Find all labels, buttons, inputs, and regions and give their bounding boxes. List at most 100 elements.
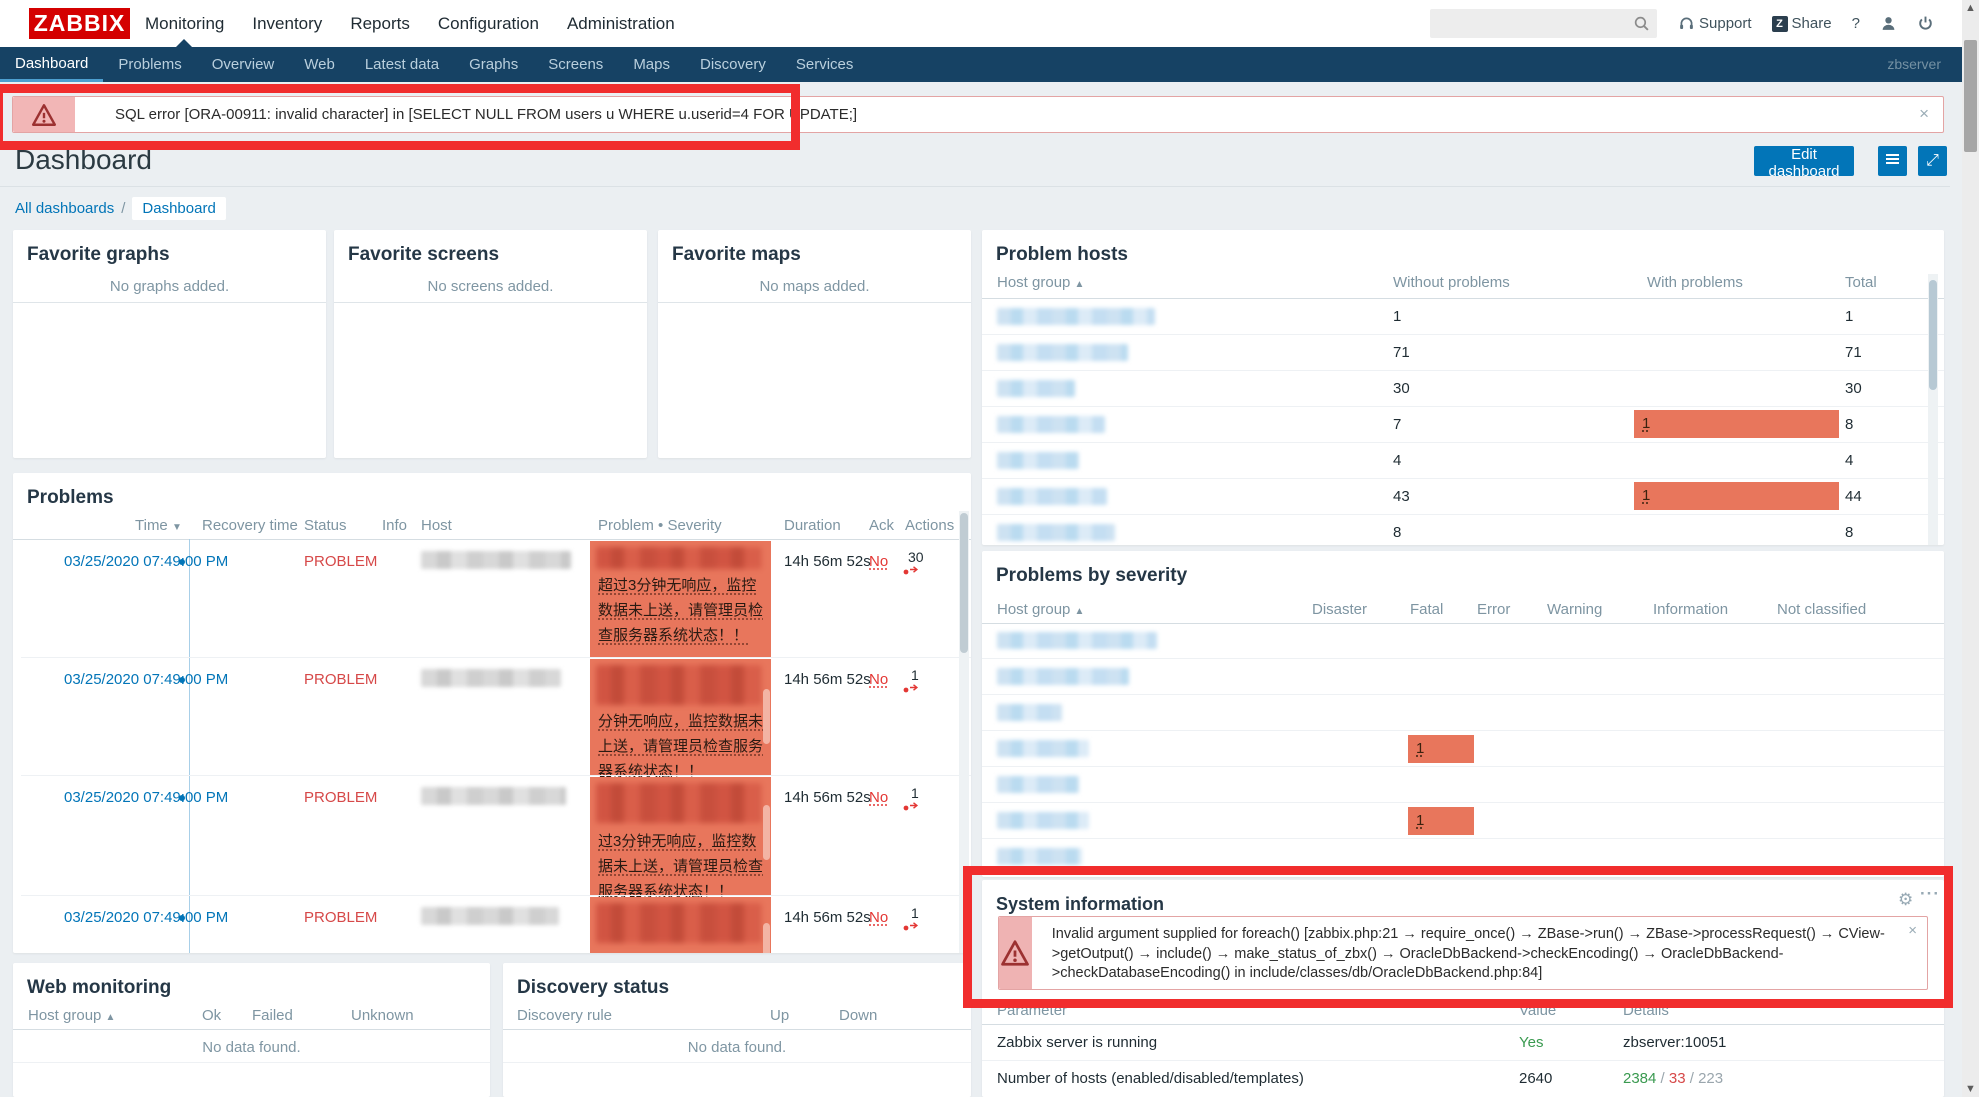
problem-message[interactable]: 分钟无响应，监控数据未上送，请管理员检查服务器系统状态！！: [598, 713, 764, 780]
col-host-group[interactable]: Host group ▲: [997, 274, 1085, 291]
subnav-latest-data[interactable]: Latest data: [364, 56, 440, 73]
problem-status[interactable]: PROBLEM: [304, 671, 378, 688]
subnav-maps[interactable]: Maps: [633, 56, 670, 73]
col-total: Total: [1845, 274, 1877, 291]
subnav-overview[interactable]: Overview: [211, 56, 275, 73]
sql-error-banner: SQL error [ORA-00911: invalid character]…: [12, 96, 1944, 133]
subnav-screens[interactable]: Screens: [548, 56, 604, 73]
fatal-count[interactable]: 1: [1416, 740, 1425, 757]
subnav-dashboard[interactable]: Dashboard: [0, 47, 104, 82]
actions-count[interactable]: 1: [911, 667, 919, 683]
parameter-details: zbserver:10051: [1623, 1034, 1727, 1051]
action-arrow-icon: [903, 922, 919, 931]
subnav-services[interactable]: Services: [795, 56, 854, 73]
problem-message[interactable]: 超过3分钟无响应，监控数据未上送，请管理员检查服务器系统状态！！: [598, 577, 764, 644]
redacted-host: [421, 787, 566, 805]
top-utility-icons: Support Z Share ?: [1678, 0, 1934, 47]
panel-title: Problems: [27, 487, 114, 508]
with-problems-bar: 1: [1634, 482, 1839, 510]
problem-message[interactable]: 过3分钟无响应，监控数据未上送，请管理员检查服务器系统状态！！: [598, 833, 764, 900]
ack-link[interactable]: No: [869, 909, 889, 926]
col-without-problems: Without problems: [1393, 274, 1510, 291]
nav-reports[interactable]: Reports: [350, 13, 410, 33]
without-count: 4: [1393, 452, 1402, 469]
share-link[interactable]: Z Share: [1771, 15, 1832, 32]
action-arrow-icon: [903, 802, 919, 811]
redacted-host-group: [997, 488, 1107, 505]
logout-button[interactable]: [1917, 15, 1934, 32]
total-count: 1: [1845, 308, 1854, 325]
fatal-count[interactable]: 1: [1416, 812, 1425, 829]
ack-link[interactable]: No: [869, 553, 889, 570]
subnav-web[interactable]: Web: [304, 56, 335, 73]
ack-link[interactable]: No: [869, 789, 889, 806]
scrollbar-thumb[interactable]: [960, 513, 968, 653]
scrollbar-thumb[interactable]: [1964, 40, 1977, 152]
total-count: 71: [1845, 344, 1862, 361]
panel-title: Web monitoring: [27, 977, 172, 998]
scrollbar-thumb[interactable]: [1929, 280, 1937, 390]
gear-icon[interactable]: ⚙: [1898, 890, 1914, 910]
profile-button[interactable]: [1880, 15, 1897, 32]
nav-configuration[interactable]: Configuration: [437, 13, 539, 33]
with-problems-count[interactable]: 1: [1642, 415, 1651, 432]
cell-scrollbar-thumb[interactable]: [763, 923, 770, 953]
problem-status[interactable]: PROBLEM: [304, 909, 378, 926]
cell-scrollbar-thumb[interactable]: [763, 689, 770, 744]
discovery-status-panel: Discovery status Discovery rule Up Down …: [503, 963, 971, 1097]
problem-time-link[interactable]: 03/25/2020 07:49:00 PM: [64, 671, 229, 688]
problem-status[interactable]: PROBLEM: [304, 553, 378, 570]
sql-error-message: SQL error [ORA-00911: invalid character]…: [115, 106, 858, 123]
zabbix-logo[interactable]: ZABBIX: [29, 8, 130, 39]
col-host-group[interactable]: Host group ▲: [997, 601, 1085, 618]
favorite-screens-panel: Favorite screens No screens added.: [334, 230, 647, 458]
problem-time-link[interactable]: 03/25/2020 07:49:00 PM: [64, 909, 229, 926]
actions-count[interactable]: 1: [911, 785, 919, 801]
help-button[interactable]: ?: [1851, 15, 1860, 32]
close-icon[interactable]: ×: [1919, 104, 1929, 123]
scroll-down-icon[interactable]: ▼: [1965, 1083, 1976, 1095]
cell-scrollbar-thumb[interactable]: [763, 805, 770, 860]
problem-status[interactable]: PROBLEM: [304, 789, 378, 806]
breadcrumb-current[interactable]: Dashboard: [132, 197, 226, 220]
search-input[interactable]: [1430, 9, 1657, 38]
redacted-host-group: [997, 524, 1115, 541]
redacted-problem-name: [596, 547, 761, 569]
actions-count[interactable]: 30: [908, 549, 924, 565]
breadcrumb: All dashboards / Dashboard: [15, 197, 226, 220]
breadcrumb-all-dashboards[interactable]: All dashboards: [15, 200, 115, 217]
share-label: Share: [1791, 15, 1832, 32]
dashboard-menu-button[interactable]: [1878, 146, 1907, 176]
col-fatal: Fatal: [1410, 601, 1444, 618]
redacted-problem-name: [596, 903, 761, 943]
edit-dashboard-button[interactable]: Edit dashboard: [1754, 146, 1854, 180]
support-link[interactable]: Support: [1678, 15, 1752, 32]
empty-message: No data found.: [687, 1039, 787, 1056]
col-time[interactable]: Time ▼: [135, 517, 182, 534]
more-options-icon[interactable]: ···: [1920, 884, 1940, 903]
support-label: Support: [1699, 15, 1752, 32]
ack-link[interactable]: No: [869, 671, 889, 688]
problem-time-link[interactable]: 03/25/2020 07:49:00 PM: [64, 553, 229, 570]
nav-monitoring[interactable]: Monitoring: [145, 13, 225, 33]
problems-by-severity-panel: Problems by severity Host group ▲ Disast…: [982, 551, 1944, 877]
event-dot-icon: [179, 915, 185, 921]
nav-inventory[interactable]: Inventory: [252, 13, 323, 33]
actions-count[interactable]: 1: [911, 905, 919, 921]
total-count: 4: [1845, 452, 1854, 469]
parameter-label: Zabbix server is running: [997, 1034, 1158, 1051]
favorite-graphs-panel: Favorite graphs No graphs added.: [13, 230, 326, 458]
close-icon[interactable]: ×: [1908, 922, 1917, 939]
scroll-up-icon[interactable]: ▲: [1965, 2, 1976, 14]
problem-time-link[interactable]: 03/25/2020 07:49:00 PM: [64, 789, 229, 806]
with-problems-count[interactable]: 1: [1642, 487, 1651, 504]
page-scrollbar: ▲ ▼: [1962, 0, 1979, 1097]
subnav-discovery[interactable]: Discovery: [700, 56, 766, 73]
subnav-problems[interactable]: Problems: [118, 56, 182, 73]
nav-administration[interactable]: Administration: [566, 13, 675, 33]
col-host-group[interactable]: Host group ▲: [28, 1007, 116, 1024]
col-discovery-rule[interactable]: Discovery rule: [517, 1007, 613, 1024]
col-up: Up: [770, 1007, 790, 1024]
fullscreen-button[interactable]: ⤢: [1918, 146, 1947, 176]
subnav-graphs[interactable]: Graphs: [469, 56, 519, 73]
